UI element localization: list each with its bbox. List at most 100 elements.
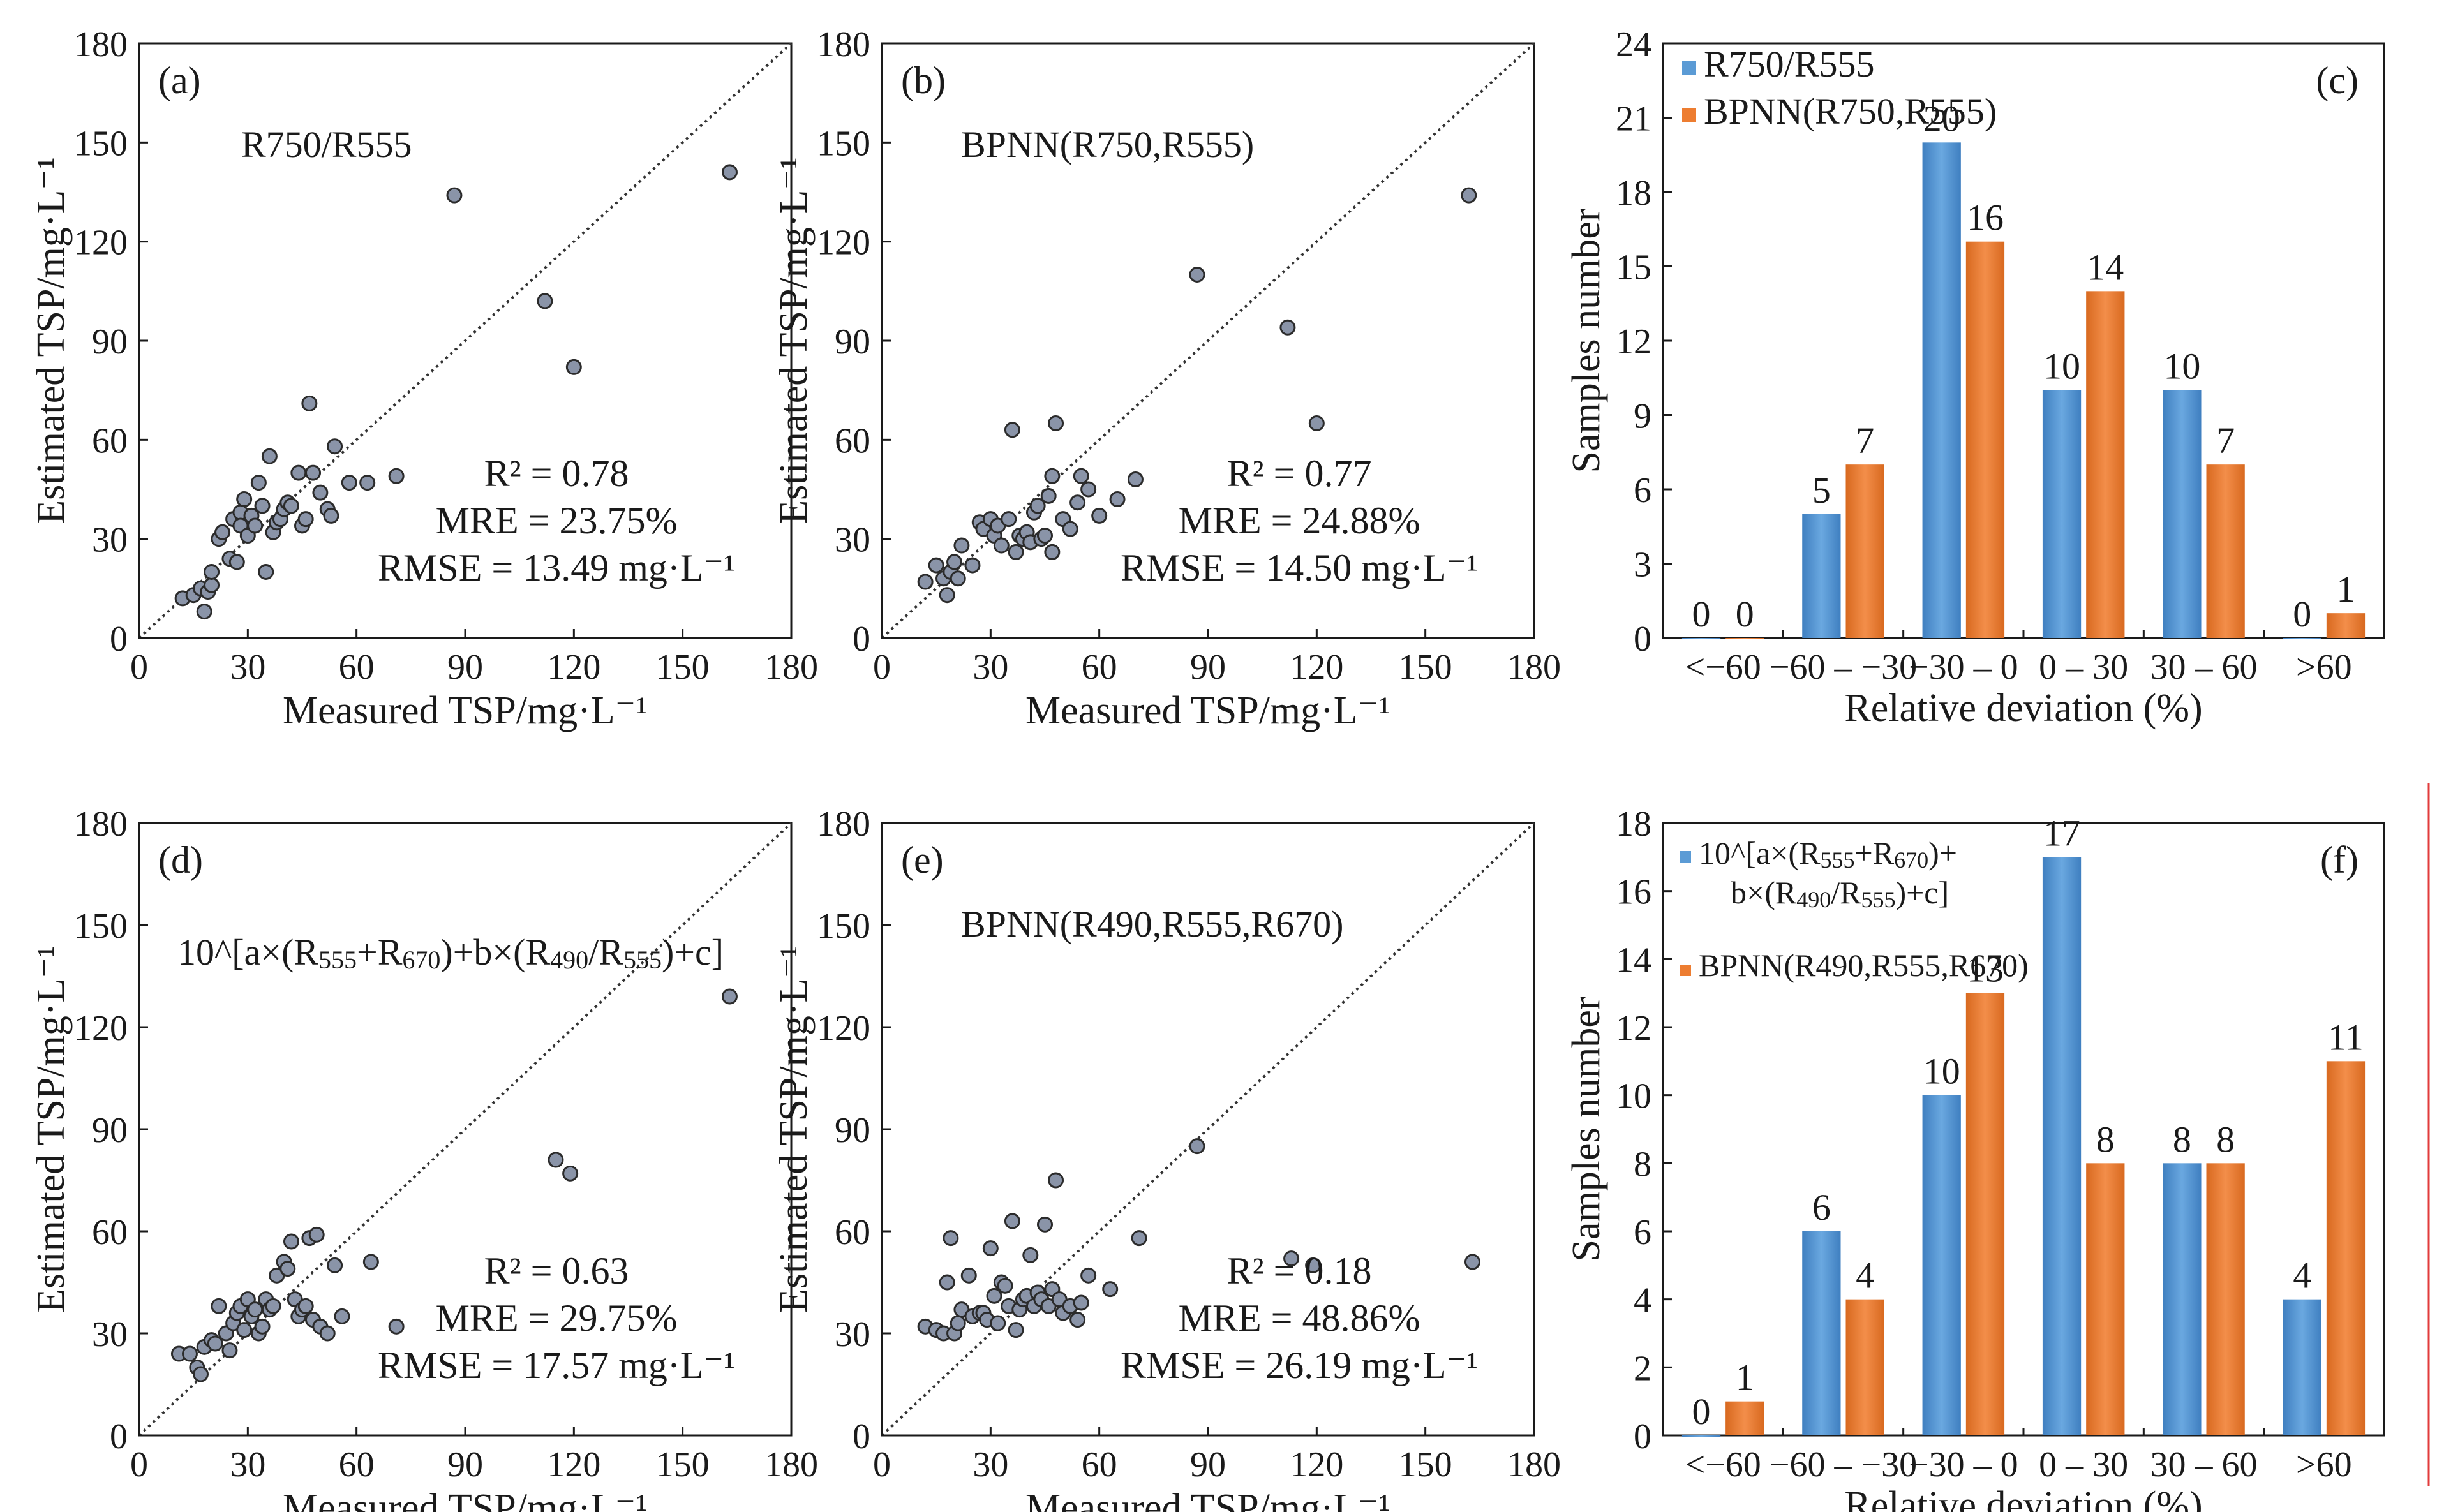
data-point bbox=[265, 1298, 281, 1314]
bar-value-label: 13 bbox=[1967, 949, 2004, 990]
bar-series1 bbox=[1802, 1231, 1841, 1435]
bar-value-label: 1 bbox=[1736, 1357, 1754, 1398]
x-tick-label: 30 bbox=[973, 1445, 1008, 1485]
x-category-label: −30 – 0 bbox=[1909, 648, 2018, 687]
y-axis-label: Estimated TSP/mg·L⁻¹ bbox=[29, 157, 73, 524]
stat-mre: MRE = 48.86% bbox=[1179, 1297, 1420, 1339]
data-point bbox=[1080, 1267, 1097, 1284]
bar-series2 bbox=[1965, 241, 2005, 639]
x-tick-label: 150 bbox=[656, 648, 710, 687]
data-point bbox=[950, 570, 966, 587]
data-point bbox=[960, 1267, 977, 1284]
data-point bbox=[1102, 1281, 1119, 1298]
x-axis-label: Relative deviation (%) bbox=[1844, 1484, 2202, 1512]
x-category-label: −30 – 0 bbox=[1909, 1445, 2018, 1485]
legend-swatch-series1 bbox=[1680, 851, 1691, 863]
panel-label: (a) bbox=[158, 59, 201, 101]
data-point bbox=[254, 498, 271, 514]
data-point bbox=[1040, 487, 1057, 504]
bar-value-label: 11 bbox=[2328, 1016, 2364, 1058]
y-tick-label: 12 bbox=[1616, 1009, 1651, 1048]
data-point bbox=[997, 1277, 1013, 1294]
legend-label-series1: 10^[a×(R555+R670)+ bbox=[1699, 835, 1957, 873]
y-axis-label: Samples number bbox=[1565, 997, 1608, 1261]
x-category-label: 0 – 30 bbox=[2039, 648, 2128, 687]
x-tick-label: 60 bbox=[1082, 648, 1117, 687]
data-point bbox=[1022, 1247, 1039, 1263]
bar-value-label: 16 bbox=[1967, 197, 2004, 239]
data-point bbox=[1037, 527, 1053, 544]
y-tick-label: 6 bbox=[1634, 1213, 1651, 1252]
bar-value-label: 0 bbox=[1692, 593, 1711, 635]
bar-series1 bbox=[1802, 514, 1841, 638]
bar-series2 bbox=[1965, 993, 2005, 1435]
data-point bbox=[1189, 266, 1205, 283]
data-point bbox=[334, 1308, 350, 1324]
data-point bbox=[1069, 1312, 1086, 1328]
data-point bbox=[1080, 481, 1097, 498]
x-category-label: <−60 bbox=[1685, 648, 1761, 687]
data-point bbox=[990, 1315, 1006, 1331]
y-axis-label: Samples number bbox=[1565, 208, 1608, 473]
y-tick-label: 15 bbox=[1616, 248, 1651, 288]
data-point bbox=[1279, 319, 1296, 336]
data-point bbox=[1029, 498, 1046, 514]
data-point bbox=[323, 507, 339, 524]
bar-value-label: 7 bbox=[1856, 420, 1874, 461]
stat-rmse: RMSE = 13.49 mg·L⁻¹ bbox=[378, 547, 735, 589]
y-tick-label: 0 bbox=[1634, 619, 1651, 659]
data-point bbox=[236, 1322, 253, 1338]
y-tick-label: 150 bbox=[817, 907, 870, 946]
x-category-label: >60 bbox=[2296, 648, 2352, 687]
data-point bbox=[950, 1315, 966, 1331]
data-point bbox=[247, 517, 264, 534]
x-tick-label: 120 bbox=[547, 648, 600, 687]
data-point bbox=[565, 359, 582, 375]
x-tick-label: 90 bbox=[447, 1445, 483, 1485]
data-point bbox=[946, 554, 963, 570]
y-axis-label: Estimated TSP/mg·L⁻¹ bbox=[29, 945, 73, 1312]
bar-series1 bbox=[2283, 638, 2321, 639]
bar-value-label: 7 bbox=[2216, 420, 2235, 461]
x-tick-label: 60 bbox=[339, 648, 375, 687]
data-point bbox=[305, 464, 322, 481]
x-tick-label: 60 bbox=[1082, 1445, 1117, 1485]
data-point bbox=[214, 524, 231, 540]
data-point bbox=[319, 1325, 336, 1342]
data-point bbox=[250, 475, 267, 491]
y-tick-label: 9 bbox=[1634, 397, 1651, 436]
bar-series2 bbox=[1845, 464, 1884, 638]
bar-value-label: 10 bbox=[2043, 346, 2080, 387]
scatter-panel-b: 0 30 60 90 120 150 180 0 30 60 90 120 150 180 Measured… bbox=[772, 25, 1561, 732]
bar-value-label: 10 bbox=[2163, 346, 2200, 387]
x-tick-label: 120 bbox=[547, 1445, 600, 1485]
data-point bbox=[1109, 491, 1126, 508]
data-point bbox=[537, 293, 553, 309]
x-category-label: >60 bbox=[2296, 1445, 2352, 1485]
data-point bbox=[359, 475, 376, 491]
bar-series2 bbox=[2086, 291, 2125, 638]
data-point bbox=[1131, 1230, 1147, 1247]
y-tick-label: 6 bbox=[1634, 471, 1651, 510]
data-point bbox=[939, 587, 955, 604]
y-tick-label: 150 bbox=[74, 124, 128, 163]
stat-rmse: RMSE = 14.50 mg·L⁻¹ bbox=[1121, 547, 1478, 589]
y-tick-label: 0 bbox=[853, 619, 870, 659]
data-point bbox=[362, 1254, 379, 1270]
y-tick-label: 120 bbox=[74, 223, 128, 263]
data-point bbox=[341, 475, 357, 491]
x-category-label: <−60 bbox=[1685, 1445, 1761, 1485]
x-tick-label: 0 bbox=[130, 1445, 148, 1485]
bar-series1 bbox=[2042, 390, 2082, 638]
method-label: 10^[a×(R555+R670)+b×(R490/R555)+c] bbox=[177, 931, 724, 974]
data-point bbox=[388, 1318, 405, 1335]
x-category-label: −60 – −30 bbox=[1770, 648, 1917, 687]
bar-value-label: 4 bbox=[1856, 1255, 1874, 1296]
bar-series1 bbox=[1681, 1435, 1721, 1437]
x-tick-label: 30 bbox=[973, 648, 1008, 687]
y-tick-label: 0 bbox=[1634, 1417, 1651, 1456]
y-tick-label: 30 bbox=[835, 521, 870, 560]
data-point bbox=[308, 1226, 325, 1243]
y-tick-label: 180 bbox=[74, 804, 128, 844]
y-tick-label: 4 bbox=[1634, 1281, 1651, 1321]
